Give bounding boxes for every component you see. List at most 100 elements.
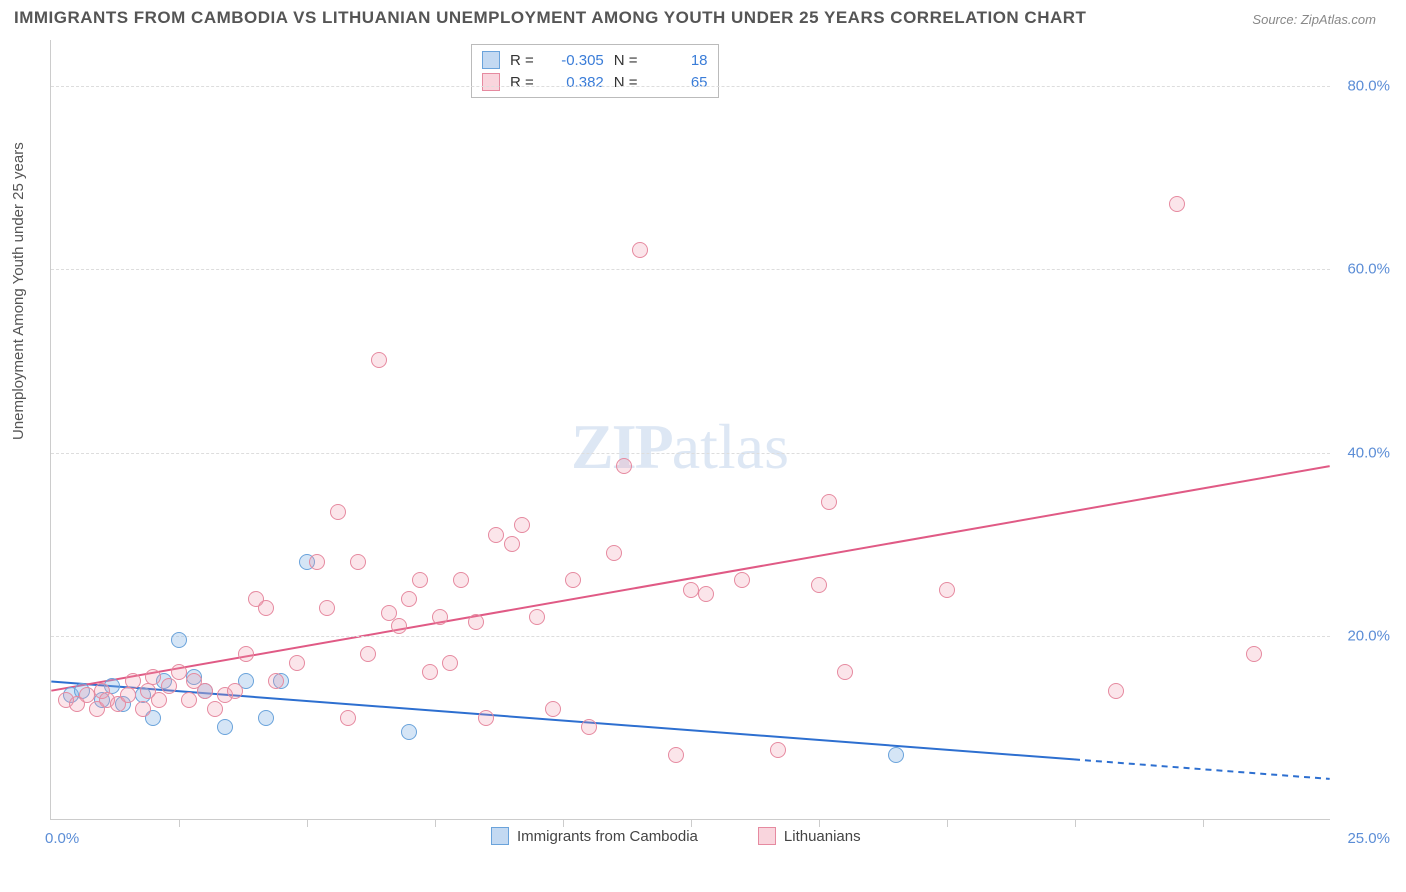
data-point xyxy=(888,747,904,763)
data-point xyxy=(381,605,397,621)
data-point xyxy=(391,618,407,634)
data-point xyxy=(668,747,684,763)
r-label: R = xyxy=(510,52,534,69)
data-point xyxy=(319,600,335,616)
n-value-blue: 18 xyxy=(648,52,708,69)
x-tick xyxy=(307,819,308,827)
data-point xyxy=(606,545,622,561)
data-point xyxy=(371,352,387,368)
data-point xyxy=(412,572,428,588)
data-point xyxy=(504,536,520,552)
data-point xyxy=(581,719,597,735)
data-point xyxy=(939,582,955,598)
stats-row-pink: R = 0.382 N = 65 xyxy=(482,71,708,93)
gridline xyxy=(51,269,1330,270)
legend-item-lithuanians: Lithuanians xyxy=(758,827,861,845)
trend-lines xyxy=(51,40,1330,819)
swatch-pink-icon xyxy=(482,73,500,91)
data-point xyxy=(79,687,95,703)
data-point xyxy=(632,242,648,258)
x-tick xyxy=(819,819,820,827)
x-tick xyxy=(691,819,692,827)
r-value-blue: -0.305 xyxy=(544,52,604,69)
data-point xyxy=(514,517,530,533)
data-point xyxy=(565,572,581,588)
data-point xyxy=(821,494,837,510)
data-point xyxy=(350,554,366,570)
n-value-pink: 65 xyxy=(648,74,708,91)
data-point xyxy=(770,742,786,758)
gridline xyxy=(51,86,1330,87)
data-point xyxy=(545,701,561,717)
data-point xyxy=(161,678,177,694)
x-tick xyxy=(435,819,436,827)
data-point xyxy=(432,609,448,625)
data-point xyxy=(268,673,284,689)
data-point xyxy=(698,586,714,602)
data-point xyxy=(811,577,827,593)
x-tick xyxy=(1203,819,1204,827)
data-point xyxy=(468,614,484,630)
data-point xyxy=(145,669,161,685)
plot-area: ZIPatlas R = -0.305 N = 18 R = 0.382 N =… xyxy=(50,40,1330,820)
data-point xyxy=(360,646,376,662)
bottom-legend: Immigrants from Cambodia Lithuanians xyxy=(491,827,861,845)
n-label: N = xyxy=(614,74,638,91)
data-point xyxy=(120,687,136,703)
data-point xyxy=(197,683,213,699)
data-point xyxy=(401,724,417,740)
data-point xyxy=(171,664,187,680)
r-label: R = xyxy=(510,74,534,91)
x-tick xyxy=(1075,819,1076,827)
data-point xyxy=(529,609,545,625)
data-point xyxy=(258,600,274,616)
gridline xyxy=(51,453,1330,454)
swatch-pink-icon xyxy=(758,827,776,845)
stats-row-blue: R = -0.305 N = 18 xyxy=(482,49,708,71)
data-point xyxy=(616,458,632,474)
data-point xyxy=(683,582,699,598)
source-label: Source: xyxy=(1252,12,1297,27)
data-point xyxy=(488,527,504,543)
data-point xyxy=(125,673,141,689)
data-point xyxy=(442,655,458,671)
gridline xyxy=(51,636,1330,637)
y-tick-label: 80.0% xyxy=(1347,77,1390,94)
y-tick-label: 60.0% xyxy=(1347,261,1390,278)
data-point xyxy=(238,646,254,662)
stats-legend: R = -0.305 N = 18 R = 0.382 N = 65 xyxy=(471,44,719,98)
n-label: N = xyxy=(614,52,638,69)
y-tick-label: 20.0% xyxy=(1347,628,1390,645)
data-point xyxy=(1169,196,1185,212)
data-point xyxy=(734,572,750,588)
data-point xyxy=(478,710,494,726)
watermark: ZIPatlas xyxy=(571,410,789,484)
swatch-blue-icon xyxy=(482,51,500,69)
legend-label: Lithuanians xyxy=(784,828,861,845)
x-tick-min: 0.0% xyxy=(45,830,79,847)
data-point xyxy=(1246,646,1262,662)
x-tick xyxy=(947,819,948,827)
data-point xyxy=(401,591,417,607)
chart-title: IMMIGRANTS FROM CAMBODIA VS LITHUANIAN U… xyxy=(14,8,1086,28)
data-point xyxy=(217,719,233,735)
x-tick-max: 25.0% xyxy=(1347,830,1390,847)
legend-item-cambodia: Immigrants from Cambodia xyxy=(491,827,698,845)
watermark-atlas: atlas xyxy=(672,411,789,482)
data-point xyxy=(309,554,325,570)
data-point xyxy=(289,655,305,671)
data-point xyxy=(207,701,223,717)
source-attribution: Source: ZipAtlas.com xyxy=(1252,12,1376,27)
x-tick xyxy=(179,819,180,827)
data-point xyxy=(453,572,469,588)
data-point xyxy=(135,701,151,717)
legend-label: Immigrants from Cambodia xyxy=(517,828,698,845)
data-point xyxy=(151,692,167,708)
data-point xyxy=(330,504,346,520)
swatch-blue-icon xyxy=(491,827,509,845)
data-point xyxy=(181,692,197,708)
data-point xyxy=(837,664,853,680)
y-tick-label: 40.0% xyxy=(1347,444,1390,461)
source-link[interactable]: ZipAtlas.com xyxy=(1301,12,1376,27)
data-point xyxy=(171,632,187,648)
